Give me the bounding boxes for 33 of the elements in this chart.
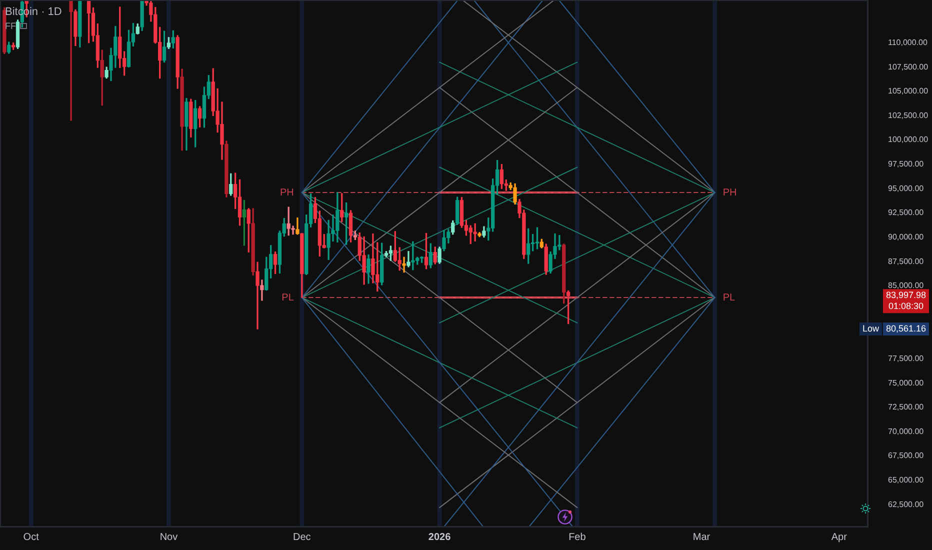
y-tick-label: 72,500.00 [888, 402, 924, 412]
y-tick-label: 100,000.00 [888, 135, 929, 144]
y-tick-label: 102,500.00 [888, 110, 929, 120]
x-tick-label: 2026 [428, 532, 452, 543]
y-tick-label: 107,500.00 [888, 62, 929, 72]
y-tick-label: 85,000.00 [888, 281, 924, 290]
y-tick-label: 62,500.00 [888, 500, 924, 509]
y-tick-label: 105,000.00 [888, 86, 929, 96]
annotation: PL [722, 292, 736, 304]
text: 01:08:30 [888, 301, 924, 312]
y-tick-label: 87,500.00 [888, 256, 924, 266]
x-tick-label: Oct [23, 532, 40, 543]
y-tick-label: 67,500.00 [888, 451, 924, 460]
text: 80,561.16 [886, 324, 926, 334]
y-tick-label: 75,000.00 [888, 378, 924, 388]
x-tick-label: Apr [831, 532, 848, 543]
y-tick-label: 65,000.00 [888, 476, 924, 485]
x-tick-label: Mar [692, 532, 711, 543]
y-tick-label: 92,500.00 [888, 208, 924, 218]
text: 83,997.98 [886, 290, 926, 300]
annotation: PH [280, 187, 294, 198]
annotation: PL [282, 292, 294, 304]
x-tick-label: Nov [160, 532, 178, 543]
x-tick-label: Dec [293, 532, 311, 543]
y-tick-label: 70,000.00 [888, 426, 924, 436]
annotation: PH [722, 187, 737, 198]
y-tick-label: 97,500.00 [888, 160, 924, 169]
annotation: Low [862, 324, 880, 334]
y-tick-label: 95,000.00 [888, 184, 924, 193]
x-tick-label: Feb [568, 532, 586, 543]
y-tick-label: 110,000.00 [888, 38, 928, 47]
y-tick-label: 90,000.00 [888, 232, 924, 242]
y-tick-label: 77,500.00 [888, 354, 924, 363]
